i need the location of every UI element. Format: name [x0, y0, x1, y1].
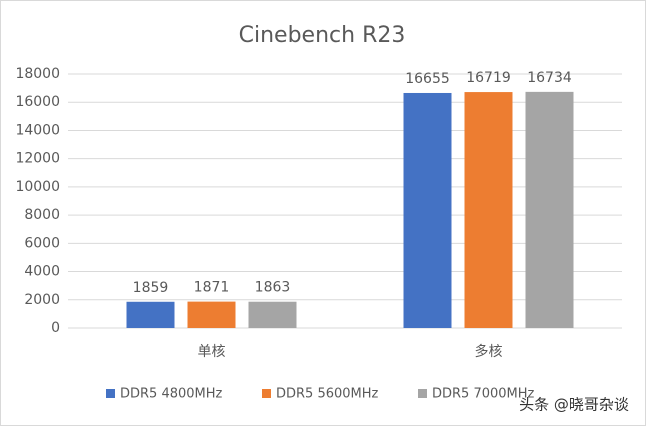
bar — [248, 301, 297, 328]
x-tick-label: 多核 — [475, 343, 503, 360]
bar — [187, 301, 236, 328]
y-tick-label: 12000 — [15, 151, 60, 167]
data-label: 16734 — [527, 70, 572, 86]
bar — [525, 91, 574, 328]
data-label: 1871 — [194, 280, 230, 296]
x-tick-label: 单核 — [198, 344, 226, 360]
legend-swatch — [106, 389, 115, 398]
y-tick-label: 6000 — [24, 235, 60, 251]
bar — [464, 92, 513, 329]
bar — [403, 92, 452, 328]
data-label: 1863 — [255, 280, 291, 296]
bar — [126, 301, 175, 328]
data-label: 16719 — [466, 70, 511, 86]
legend-label: DDR5 7000MHz — [432, 387, 535, 402]
legend-swatch — [418, 389, 427, 398]
y-tick-label: 0 — [51, 320, 60, 336]
y-tick-label: 10000 — [15, 179, 60, 195]
y-tick-label: 4000 — [24, 264, 60, 280]
y-tick-label: 2000 — [24, 292, 60, 308]
legend-label: DDR5 5600MHz — [276, 387, 379, 402]
y-tick-label: 16000 — [15, 94, 60, 110]
chart-title: Cinebench R23 — [239, 23, 406, 48]
data-label: 1859 — [133, 280, 169, 296]
y-tick-label: 8000 — [24, 207, 60, 223]
legend-label: DDR5 4800MHz — [120, 387, 223, 402]
legend-swatch — [262, 389, 271, 398]
y-tick-label: 18000 — [15, 66, 60, 82]
y-tick-label: 14000 — [15, 122, 60, 138]
watermark: 头条 @晓哥杂谈 — [519, 396, 629, 414]
data-label: 16655 — [405, 71, 450, 87]
